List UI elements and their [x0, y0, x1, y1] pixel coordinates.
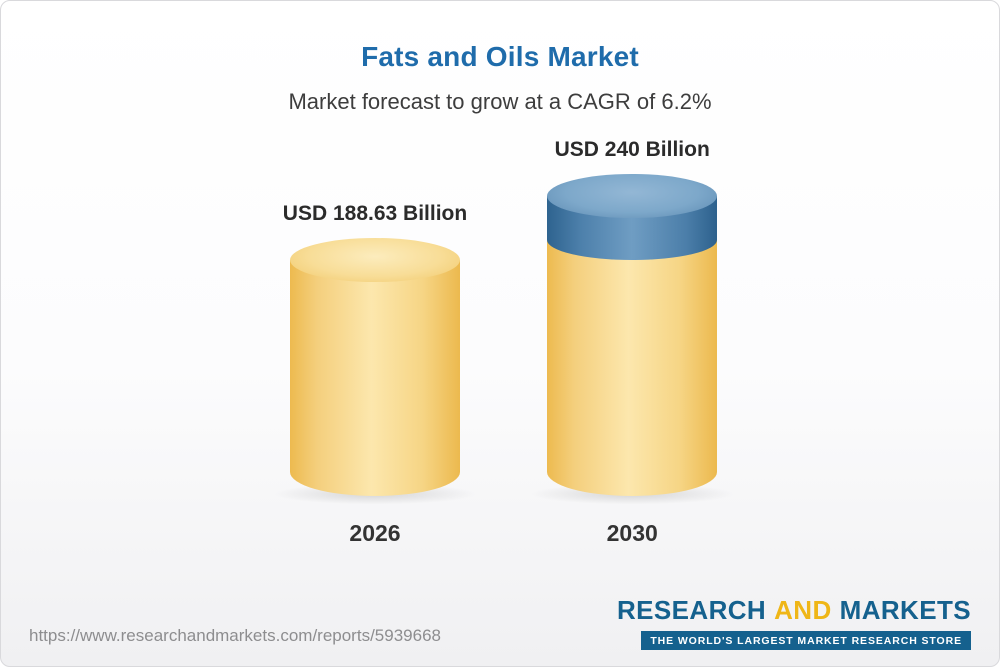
bar-group-2026: USD 188.63 Billion 2026 — [269, 202, 481, 547]
cylinder-2026 — [269, 238, 481, 505]
chart-title: Fats and Oils Market — [361, 41, 639, 72]
category-label-2026: 2026 — [349, 520, 401, 546]
chart-subtitle: Market forecast to grow at a CAGR of 6.2… — [288, 89, 712, 114]
category-label-2030: 2030 — [606, 520, 658, 546]
chart-area: USD 188.63 Billion 2026 USD 240 Billion … — [1, 117, 999, 547]
logo-tagline: THE WORLD'S LARGEST MARKET RESEARCH STOR… — [641, 631, 971, 650]
chart-header: Fats and Oils Market Market forecast to … — [1, 1, 999, 115]
value-label-2026: USD 188.63 Billion — [282, 202, 468, 225]
logo-word-markets: MARKETS — [839, 595, 971, 625]
cylinder-top-ellipse — [290, 238, 460, 282]
cylinder-top-ellipse-blue — [547, 174, 718, 218]
logo-wordmark: RESEARCH AND MARKETS — [617, 595, 971, 626]
footer: https://www.researchandmarkets.com/repor… — [1, 595, 999, 666]
cylinder-body-yellow — [290, 260, 460, 496]
value-label-2030: USD 240 Billion — [554, 138, 710, 161]
research-and-markets-logo: RESEARCH AND MARKETS THE WORLD'S LARGEST… — [617, 595, 971, 650]
cylinder-2030 — [526, 174, 738, 505]
report-url: https://www.researchandmarkets.com/repor… — [29, 626, 441, 645]
logo-word-research: RESEARCH — [617, 595, 767, 625]
bar-group-2030: USD 240 Billion 2030 — [526, 138, 738, 547]
logo-word-and: AND — [774, 595, 832, 625]
